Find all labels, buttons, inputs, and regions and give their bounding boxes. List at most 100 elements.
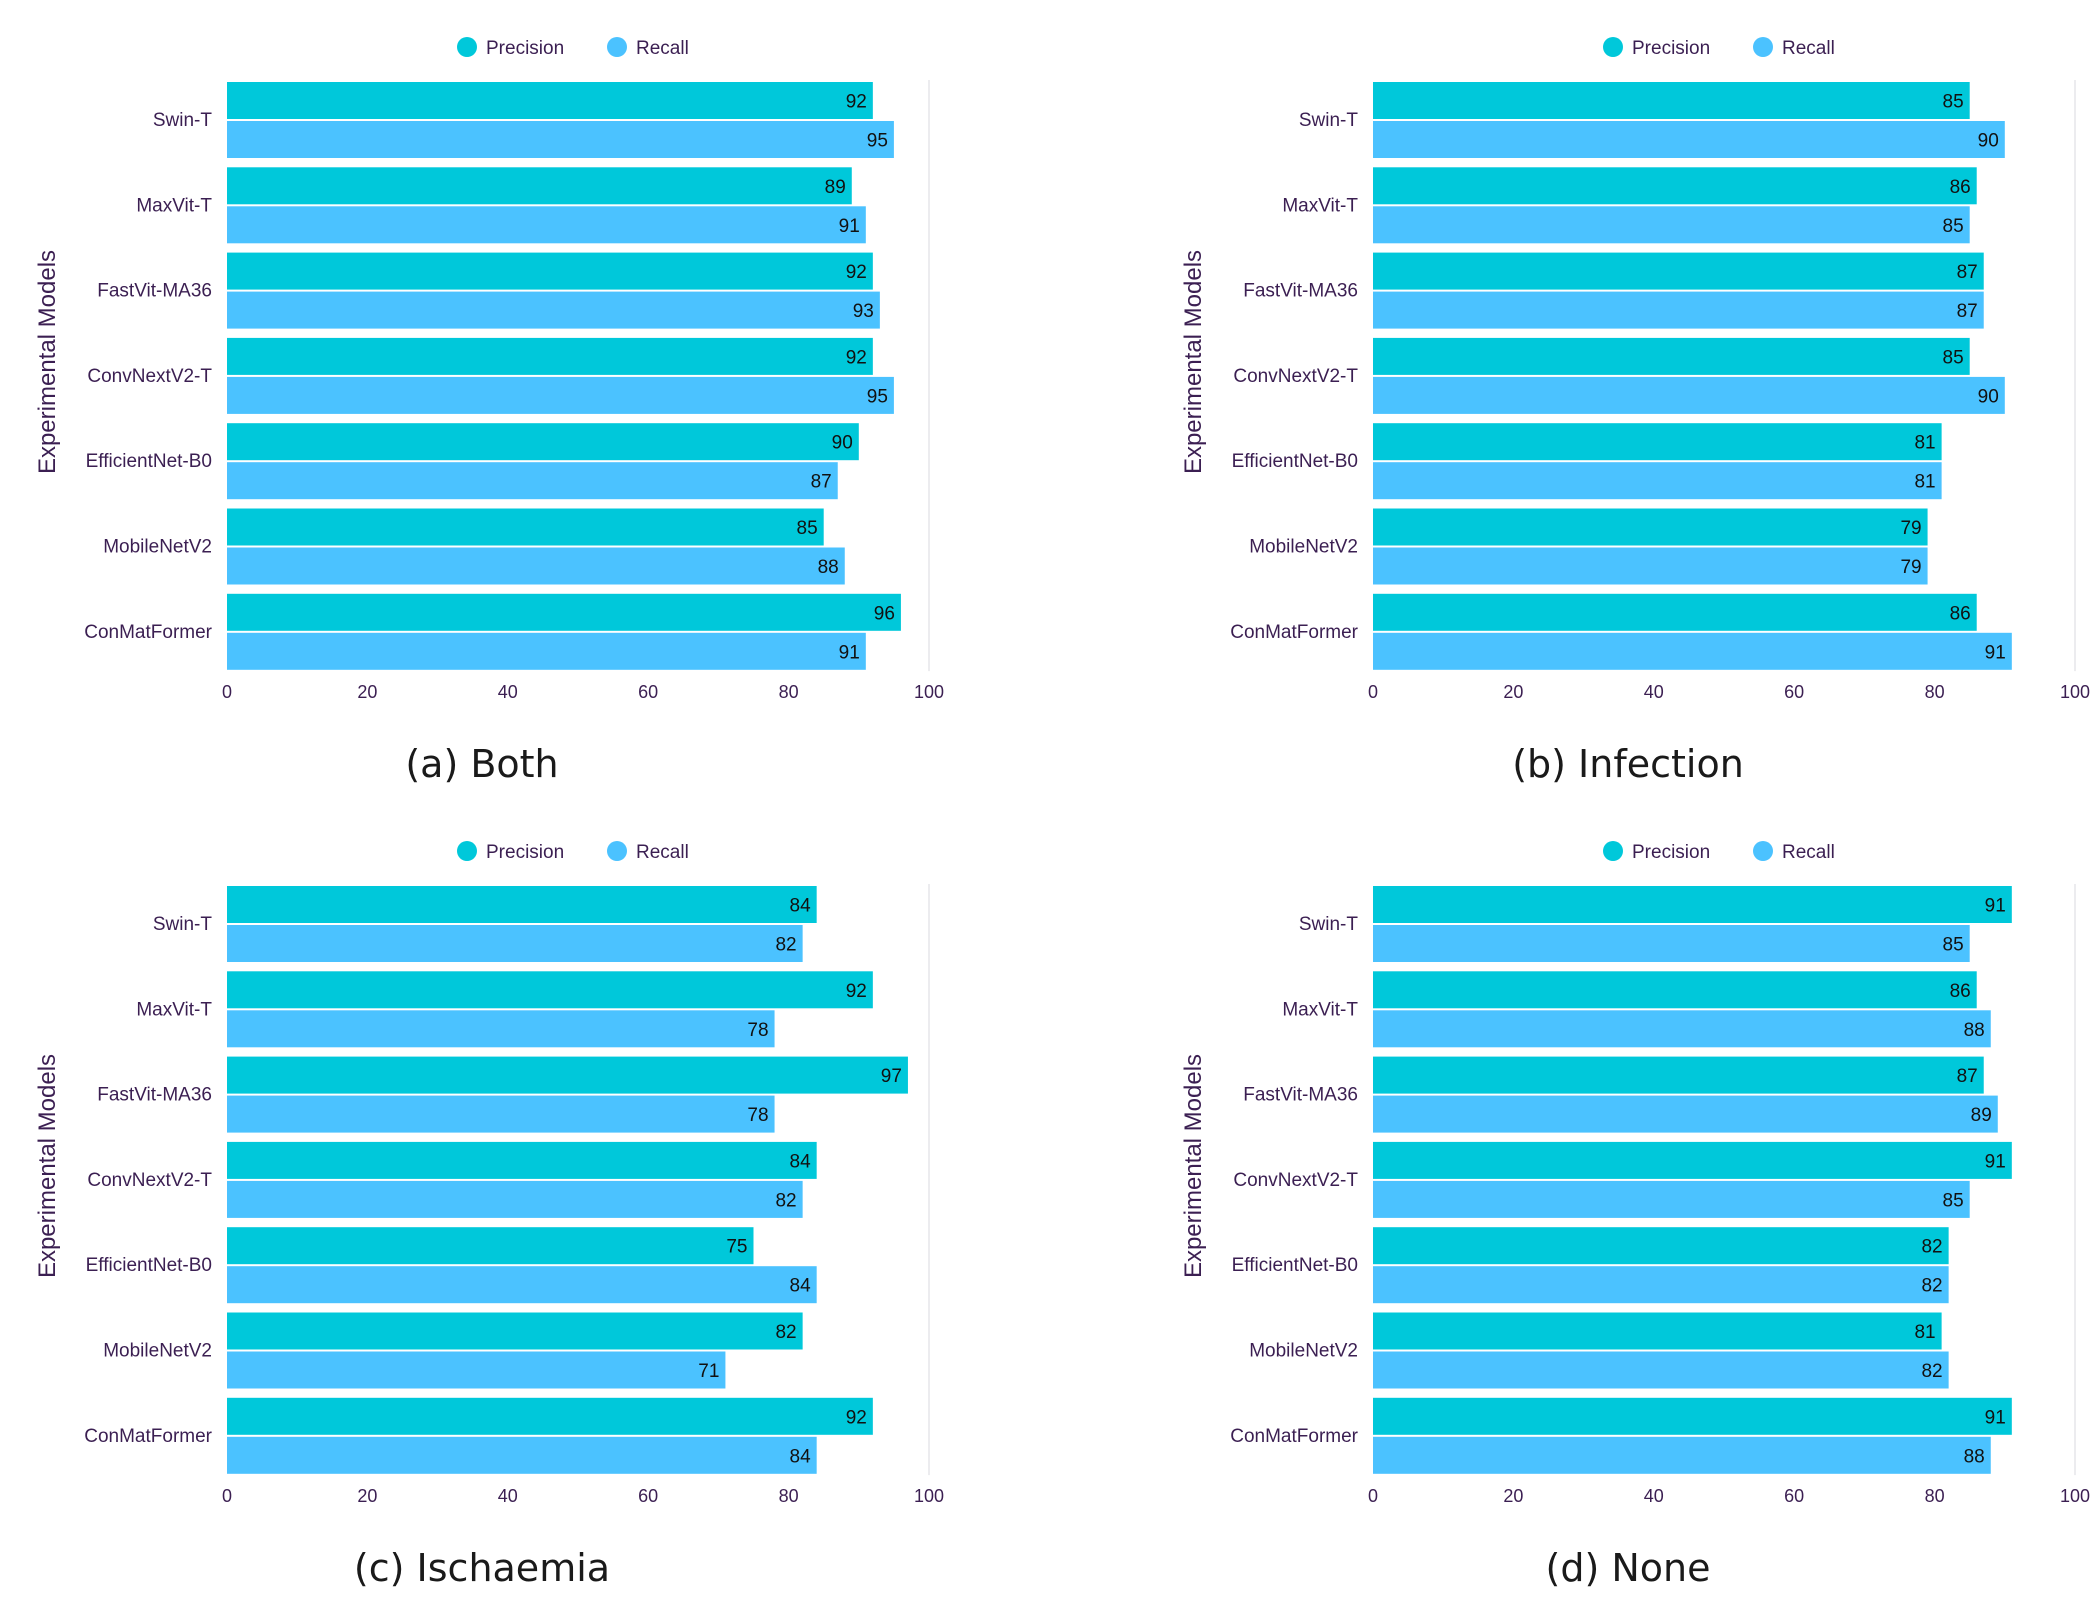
category-label: MaxVit-T <box>1282 999 1358 1020</box>
precision-bar[interactable] <box>227 508 824 546</box>
precision-bar[interactable] <box>227 252 873 290</box>
recall-bar[interactable] <box>1373 1351 1949 1389</box>
recall-bar[interactable] <box>227 1095 775 1133</box>
precision-bar[interactable] <box>1373 1056 1984 1094</box>
x-tick-label: 20 <box>1503 1486 1523 1506</box>
precision-value-label: 91 <box>1985 1407 2006 1428</box>
x-tick-label: 100 <box>914 1486 944 1506</box>
recall-bar[interactable] <box>227 462 838 500</box>
category-label: FastVit-MA36 <box>97 281 212 302</box>
legend-precision-marker[interactable] <box>457 37 477 57</box>
recall-value-label: 85 <box>1943 216 1964 237</box>
precision-bar[interactable] <box>227 423 859 461</box>
precision-bar[interactable] <box>227 1056 908 1094</box>
precision-bar[interactable] <box>227 1227 754 1265</box>
precision-bar[interactable] <box>227 1397 873 1435</box>
category-label: MobileNetV2 <box>1249 1341 1358 1362</box>
recall-bar[interactable] <box>227 291 880 329</box>
x-tick-label: 20 <box>357 1486 377 1506</box>
x-tick-label: 60 <box>638 682 658 702</box>
legend-recall-label: Recall <box>1782 38 1835 59</box>
legend-recall-marker[interactable] <box>1753 37 1773 57</box>
recall-bar[interactable] <box>1373 1266 1949 1304</box>
recall-bar[interactable] <box>1373 1180 1970 1218</box>
legend-recall-marker[interactable] <box>607 841 627 861</box>
legend: Precision Recall <box>1603 37 1835 59</box>
x-tick-label: 80 <box>1925 1486 1945 1506</box>
recall-bar[interactable] <box>227 206 866 244</box>
category-group: ConMatFormer 86 91 <box>1230 593 2012 670</box>
category-group: EfficientNet-B0 82 82 <box>1232 1227 1949 1304</box>
category-group: ConMatFormer 92 84 <box>84 1397 873 1474</box>
precision-bar[interactable] <box>1373 886 2012 923</box>
recall-bar[interactable] <box>1373 291 1984 329</box>
recall-bar[interactable] <box>227 1351 726 1389</box>
recall-bar[interactable] <box>1373 206 1970 244</box>
precision-bar[interactable] <box>227 971 873 1009</box>
precision-bar[interactable] <box>1373 82 1970 119</box>
recall-bar[interactable] <box>1373 376 2005 414</box>
category-label: Swin-T <box>1299 914 1359 935</box>
recall-bar[interactable] <box>227 376 894 414</box>
recall-bar[interactable] <box>227 1436 817 1474</box>
precision-value-label: 85 <box>797 518 818 539</box>
recall-value-label: 95 <box>867 386 888 407</box>
recall-bar[interactable] <box>1373 462 1942 500</box>
legend-recall-marker[interactable] <box>607 37 627 57</box>
recall-bar[interactable] <box>1373 547 1928 585</box>
precision-bar[interactable] <box>1373 1397 2012 1435</box>
legend-precision-marker[interactable] <box>1603 37 1623 57</box>
precision-bar[interactable] <box>1373 337 1970 375</box>
recall-bar[interactable] <box>227 925 803 962</box>
legend-precision-marker[interactable] <box>1603 841 1623 861</box>
recall-bar[interactable] <box>227 1266 817 1304</box>
recall-bar[interactable] <box>227 1180 803 1218</box>
recall-bar[interactable] <box>1373 925 1970 962</box>
precision-value-label: 92 <box>846 92 867 113</box>
legend-recall-marker[interactable] <box>1753 841 1773 861</box>
category-group: FastVit-MA36 87 87 <box>1243 252 1984 329</box>
category-group: Swin-T 85 90 <box>1299 82 2005 158</box>
precision-bar[interactable] <box>1373 593 1977 631</box>
precision-bar[interactable] <box>1373 423 1942 461</box>
x-tick-label: 60 <box>1784 682 1804 702</box>
precision-bar[interactable] <box>1373 1312 1942 1350</box>
category-group: MobileNetV2 82 71 <box>103 1312 803 1389</box>
legend-precision-marker[interactable] <box>457 841 477 861</box>
precision-bar[interactable] <box>1373 508 1928 546</box>
precision-value-label: 85 <box>1943 92 1964 113</box>
precision-bar[interactable] <box>1373 971 1977 1009</box>
recall-bar[interactable] <box>1373 632 2012 670</box>
recall-bar[interactable] <box>227 632 866 670</box>
recall-bar[interactable] <box>1373 1095 1998 1133</box>
category-label: ConMatFormer <box>84 1426 212 1447</box>
precision-bar[interactable] <box>1373 167 1977 205</box>
precision-bar[interactable] <box>227 82 873 119</box>
category-label: FastVit-MA36 <box>1243 281 1358 302</box>
category-label: FastVit-MA36 <box>1243 1085 1358 1106</box>
recall-value-label: 90 <box>1978 386 1999 407</box>
legend-precision-label: Precision <box>486 38 564 59</box>
recall-bar[interactable] <box>227 547 845 585</box>
recall-bar[interactable] <box>1373 1436 1991 1474</box>
precision-bar[interactable] <box>227 167 852 205</box>
recall-bar[interactable] <box>227 1010 775 1048</box>
precision-bar[interactable] <box>227 593 901 631</box>
precision-bar[interactable] <box>1373 1227 1949 1265</box>
recall-bar[interactable] <box>1373 121 2005 158</box>
precision-bar[interactable] <box>227 337 873 375</box>
precision-bar[interactable] <box>227 886 817 923</box>
category-group: MobileNetV2 79 79 <box>1249 508 1928 585</box>
x-tick-label: 20 <box>357 682 377 702</box>
precision-bar[interactable] <box>227 1141 817 1179</box>
precision-bar[interactable] <box>1373 252 1984 290</box>
recall-bar[interactable] <box>227 121 894 158</box>
recall-value-label: 91 <box>1985 642 2006 663</box>
category-group: Swin-T 84 82 <box>153 886 817 962</box>
precision-bar[interactable] <box>227 1312 803 1350</box>
y-axis-label: Experimental Models <box>1180 1054 1207 1278</box>
precision-bar[interactable] <box>1373 1141 2012 1179</box>
recall-bar[interactable] <box>1373 1010 1991 1048</box>
category-label: Swin-T <box>153 110 213 131</box>
recall-value-label: 78 <box>747 1020 768 1041</box>
